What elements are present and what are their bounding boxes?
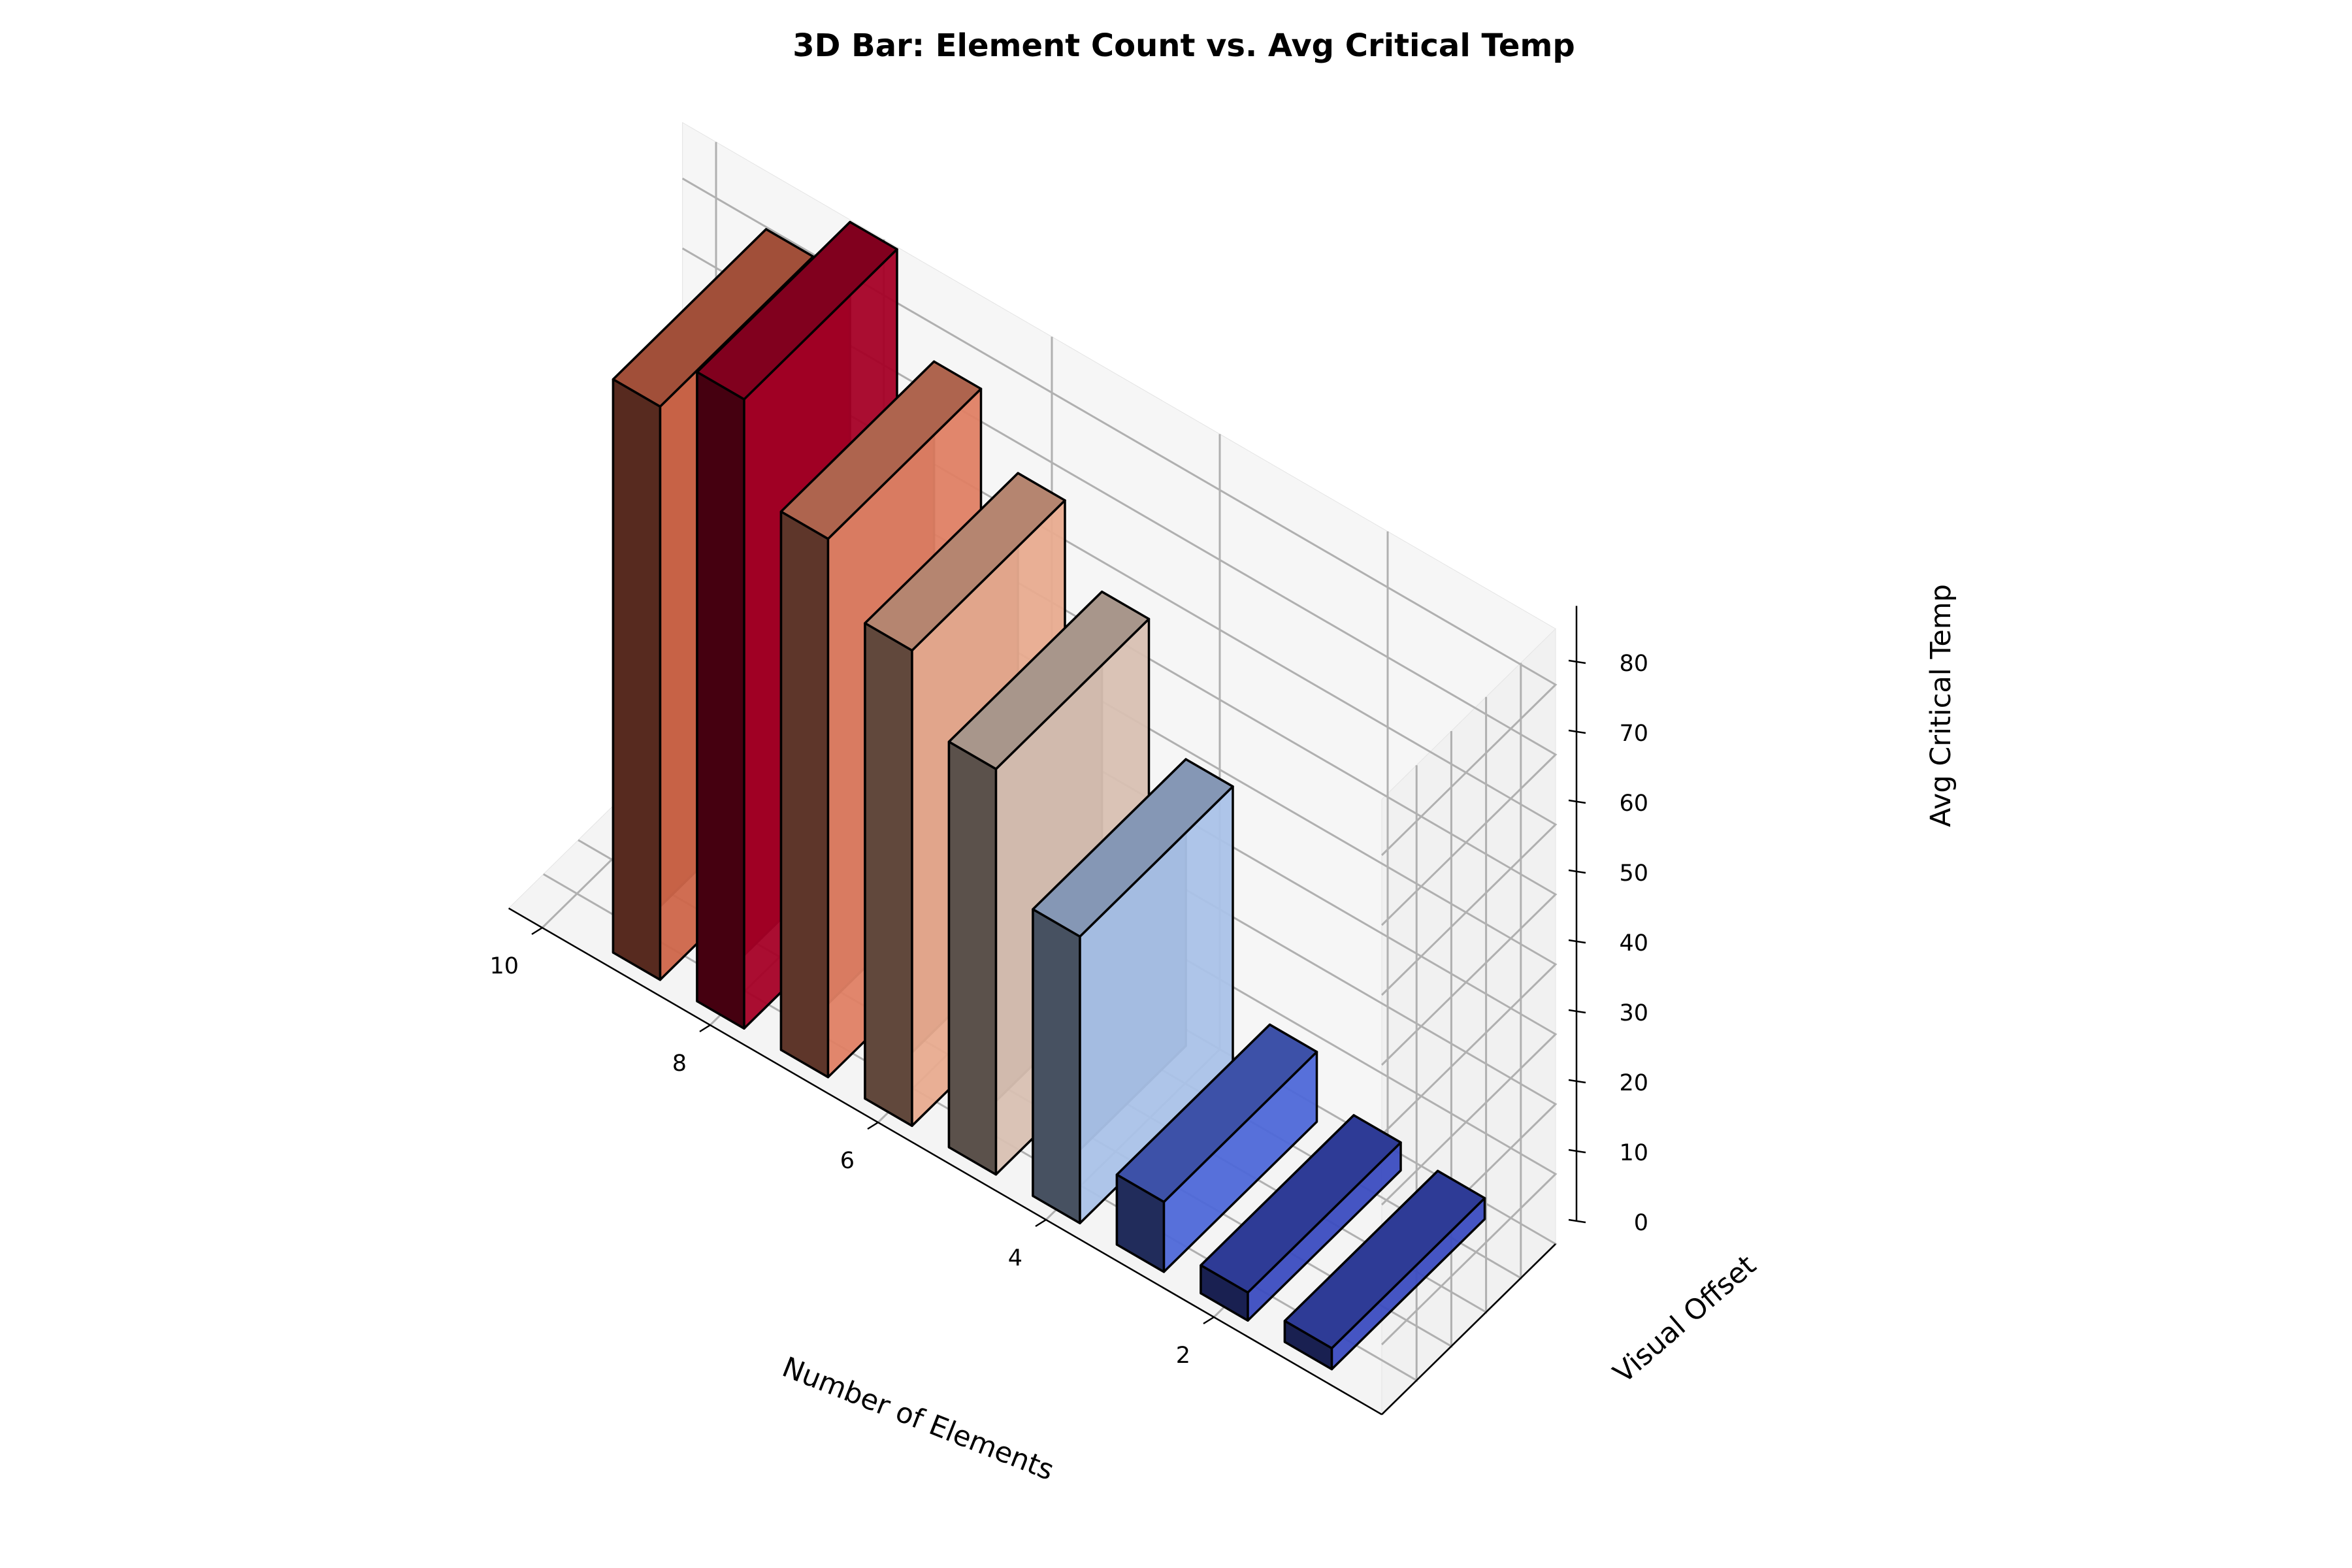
x-tick-label: 8 bbox=[672, 1051, 687, 1077]
z-tick-label: 80 bbox=[1619, 651, 1648, 677]
x-tick-label: 2 bbox=[1176, 1343, 1190, 1369]
z-tick-label: 0 bbox=[1634, 1210, 1648, 1236]
x-tick-label: 4 bbox=[1008, 1245, 1022, 1271]
x-tick-mark bbox=[1035, 1218, 1047, 1228]
z-tick-label: 60 bbox=[1619, 791, 1648, 817]
z-tick-label: 70 bbox=[1619, 721, 1648, 747]
bar bbox=[1200, 1114, 1402, 1322]
x-axis-line bbox=[508, 907, 1382, 1416]
bar bbox=[1283, 1169, 1486, 1371]
y-axis-label: Visual Offset bbox=[1607, 1249, 1763, 1390]
x-tick-label: 6 bbox=[840, 1148, 855, 1174]
z-tick-mark bbox=[1568, 1009, 1586, 1014]
z-tick-mark bbox=[1568, 1218, 1586, 1224]
z-tick-mark bbox=[1568, 799, 1586, 804]
bar-front-face bbox=[1200, 1264, 1249, 1322]
bar-front-face bbox=[947, 740, 998, 1176]
x-axis-label: Number of Elements bbox=[777, 1351, 1058, 1487]
z-tick-mark bbox=[1568, 659, 1586, 664]
x-tick-mark bbox=[867, 1121, 879, 1130]
z-tick-mark bbox=[1568, 939, 1586, 944]
z-gridline bbox=[681, 177, 1558, 857]
chart-title: 3D Bar: Element Count vs. Avg Critical T… bbox=[792, 27, 1575, 64]
z-tick-mark bbox=[1568, 1079, 1586, 1084]
x-tick-mark bbox=[531, 926, 543, 936]
axes: 2 4 6 8 10 0 10 20 30 40 50 60 70 80 bbox=[489, 606, 1648, 1416]
bar-front-face bbox=[696, 370, 745, 1030]
z-tick-label: 50 bbox=[1619, 860, 1648, 887]
z-axis-label: Avg Critical Temp bbox=[1925, 584, 1957, 827]
bar-front-face bbox=[779, 510, 830, 1079]
x-tick-mark bbox=[1203, 1316, 1215, 1325]
bar bbox=[1032, 758, 1234, 1224]
y-axis-line bbox=[1381, 1243, 1556, 1415]
x-tick-label: 10 bbox=[489, 953, 519, 979]
bar-front-face bbox=[1032, 908, 1081, 1224]
bar-front-face bbox=[612, 378, 662, 981]
z-tick-mark bbox=[1568, 1149, 1586, 1154]
bar bbox=[1115, 1023, 1318, 1273]
z-tick-mark bbox=[1568, 869, 1586, 874]
bar-front-face bbox=[1283, 1320, 1333, 1371]
bar-front-face bbox=[1115, 1173, 1166, 1273]
bars bbox=[612, 221, 1486, 1371]
z-tick-mark bbox=[1568, 729, 1586, 734]
x-tick-mark bbox=[699, 1024, 711, 1033]
z-tick-label: 40 bbox=[1619, 930, 1648, 956]
z-tick-label: 10 bbox=[1619, 1140, 1648, 1166]
z-tick-label: 30 bbox=[1619, 1000, 1648, 1026]
z-tick-label: 20 bbox=[1619, 1070, 1648, 1096]
bar-front-face bbox=[864, 622, 913, 1127]
